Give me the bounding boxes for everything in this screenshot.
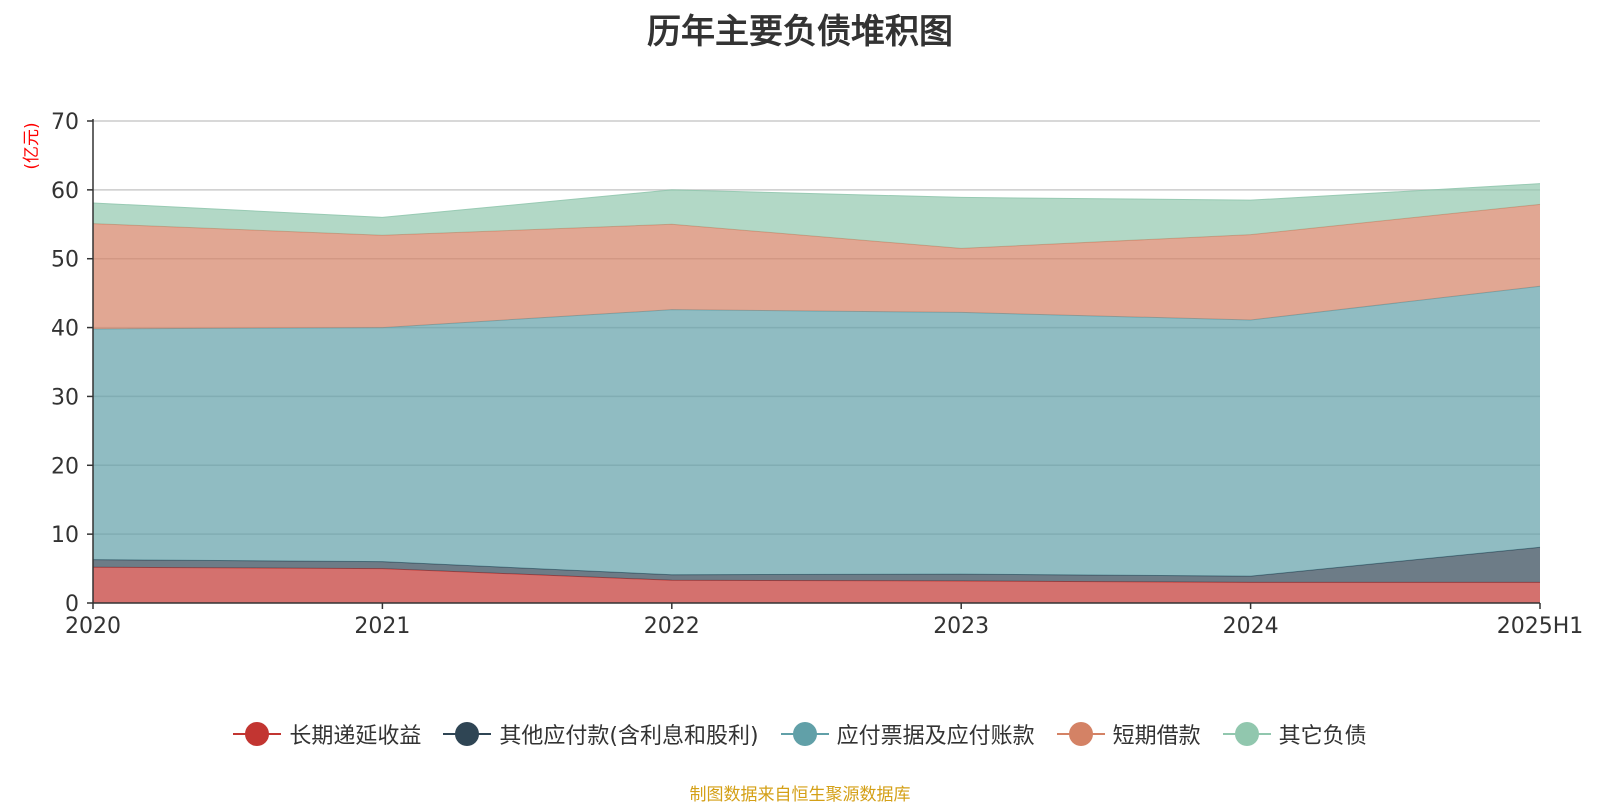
y-tick-label-30: 30 [51,385,79,410]
area-series-1 [93,547,1540,583]
area-top-line-1 [92,546,1541,577]
x-tick-label-1: 2021 [354,614,410,639]
legend-item-2[interactable]: 应付票据及应付账款 [780,718,1035,750]
y-tick-label-10: 10 [51,523,79,548]
y-axis-unit-label: (亿元) [22,122,42,169]
legend-label: 短期借款 [1112,724,1201,749]
legend-item-3[interactable]: 短期借款 [1056,718,1201,750]
y-tick-label-70: 70 [51,110,79,135]
source-note: 制图数据来自恒生聚源数据库 [689,785,911,805]
axes: 0 10 20 30 40 50 60 70 2020 2021 2022 2023 2024 2025H… [51,110,1583,639]
area-top-line-4 [92,183,1541,218]
x-tick-label-0: 2020 [65,614,121,639]
x-tick-label-3: 2023 [933,614,989,639]
area-series [92,183,1541,603]
legend-marker-icon [233,722,282,746]
legend-marker-icon [1222,722,1271,746]
area-series-2 [93,286,1540,577]
x-tick-label-2: 2022 [644,614,700,639]
legend-item-4[interactable]: 其它负债 [1222,718,1367,750]
chart-title: 历年主要负债堆积图 [647,12,953,52]
legend-marker-icon [780,722,829,746]
area-series-0 [93,567,1540,603]
area-series-3 [93,204,1540,329]
legend-label: 应付票据及应付账款 [836,724,1035,749]
legend: 长期递延收益 其他应付款(含利息和股利) 应付票据及应付账款 短期借款 其它负债 [0,718,1600,750]
x-tick-label-5: 2025H1 [1497,614,1584,639]
legend-label: 其他应付款(含利息和股利) [499,724,759,749]
legend-marker-icon [1056,722,1105,746]
stacked-area-chart: 0 10 20 30 40 50 60 70 2020 2021 2022 2023 2024 2025H… [22,110,1583,639]
x-tick-label-4: 2024 [1223,614,1279,639]
legend-label: 其它负债 [1278,724,1367,749]
legend-marker-icon [443,722,492,746]
y-tick-label-20: 20 [51,454,79,479]
legend-label: 长期递延收益 [289,724,422,749]
y-tick-label-60: 60 [51,179,79,204]
y-tick-label-40: 40 [51,317,79,342]
y-tick-label-50: 50 [51,248,79,273]
y-tick-label-0: 0 [65,592,79,617]
legend-item-1[interactable]: 其他应付款(含利息和股利) [443,718,759,750]
legend-item-0[interactable]: 长期递延收益 [233,718,421,750]
